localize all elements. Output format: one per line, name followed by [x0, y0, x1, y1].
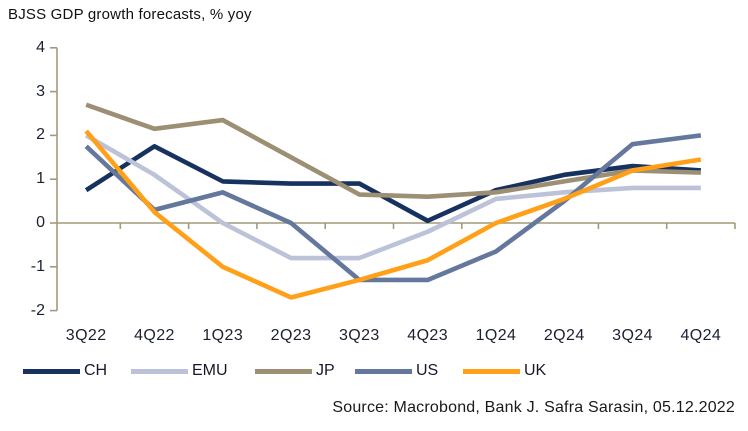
- y-axis-label: 0: [36, 214, 45, 231]
- x-axis-label: 3Q23: [338, 327, 380, 344]
- legend-item-EMU: EMU: [131, 360, 228, 382]
- y-axis-label: -2: [30, 301, 45, 319]
- legend: CH EMU JP US UK: [0, 360, 748, 382]
- y-axis-label: 2: [36, 126, 45, 144]
- series-line-JP: [85, 102, 701, 200]
- legend-item-US: US: [355, 360, 438, 382]
- legend-swatch-EMU: [131, 368, 188, 374]
- x-axis-label: 4Q22: [134, 327, 175, 344]
- chart-title: BJSS GDP growth forecasts, % yoy: [8, 6, 252, 23]
- legend-item-UK: UK: [463, 360, 546, 382]
- series-line-US: [84, 133, 702, 283]
- source-text: Source: Macrobond, Bank J. Safra Sarasin…: [332, 399, 735, 416]
- y-axis-label: 1: [36, 170, 45, 188]
- legend-label-UK: UK: [524, 362, 547, 379]
- legend-item-CH: CH: [23, 360, 107, 382]
- x-axis-label: 4Q23: [407, 327, 449, 344]
- y-axis-label: 4: [36, 38, 45, 56]
- x-axis-label: 1Q24: [475, 327, 517, 344]
- x-axis-label: 1Q23: [202, 327, 244, 344]
- x-axis-label: 2Q23: [270, 327, 312, 344]
- series-line-CH: [84, 144, 701, 224]
- y-axis-label: -1: [30, 257, 45, 275]
- legend-swatch-CH: [23, 368, 80, 374]
- series-line-UK: [84, 129, 702, 300]
- x-axis-label: 2Q24: [543, 327, 585, 344]
- x-axis-label: 4Q24: [680, 327, 722, 344]
- legend-swatch-UK: [463, 368, 520, 374]
- legend-item-JP: JP: [255, 360, 335, 382]
- legend-swatch-US: [355, 368, 412, 374]
- legend-label-JP: JP: [316, 362, 335, 379]
- x-axis-label: 3Q24: [612, 327, 653, 344]
- legend-label-US: US: [416, 362, 439, 379]
- x-axis-label: 3Q22: [65, 327, 107, 344]
- legend-swatch-JP: [255, 368, 312, 374]
- legend-label-CH: CH: [84, 362, 108, 379]
- legend-label-EMU: EMU: [192, 362, 228, 379]
- y-axis-label: 3: [36, 82, 45, 100]
